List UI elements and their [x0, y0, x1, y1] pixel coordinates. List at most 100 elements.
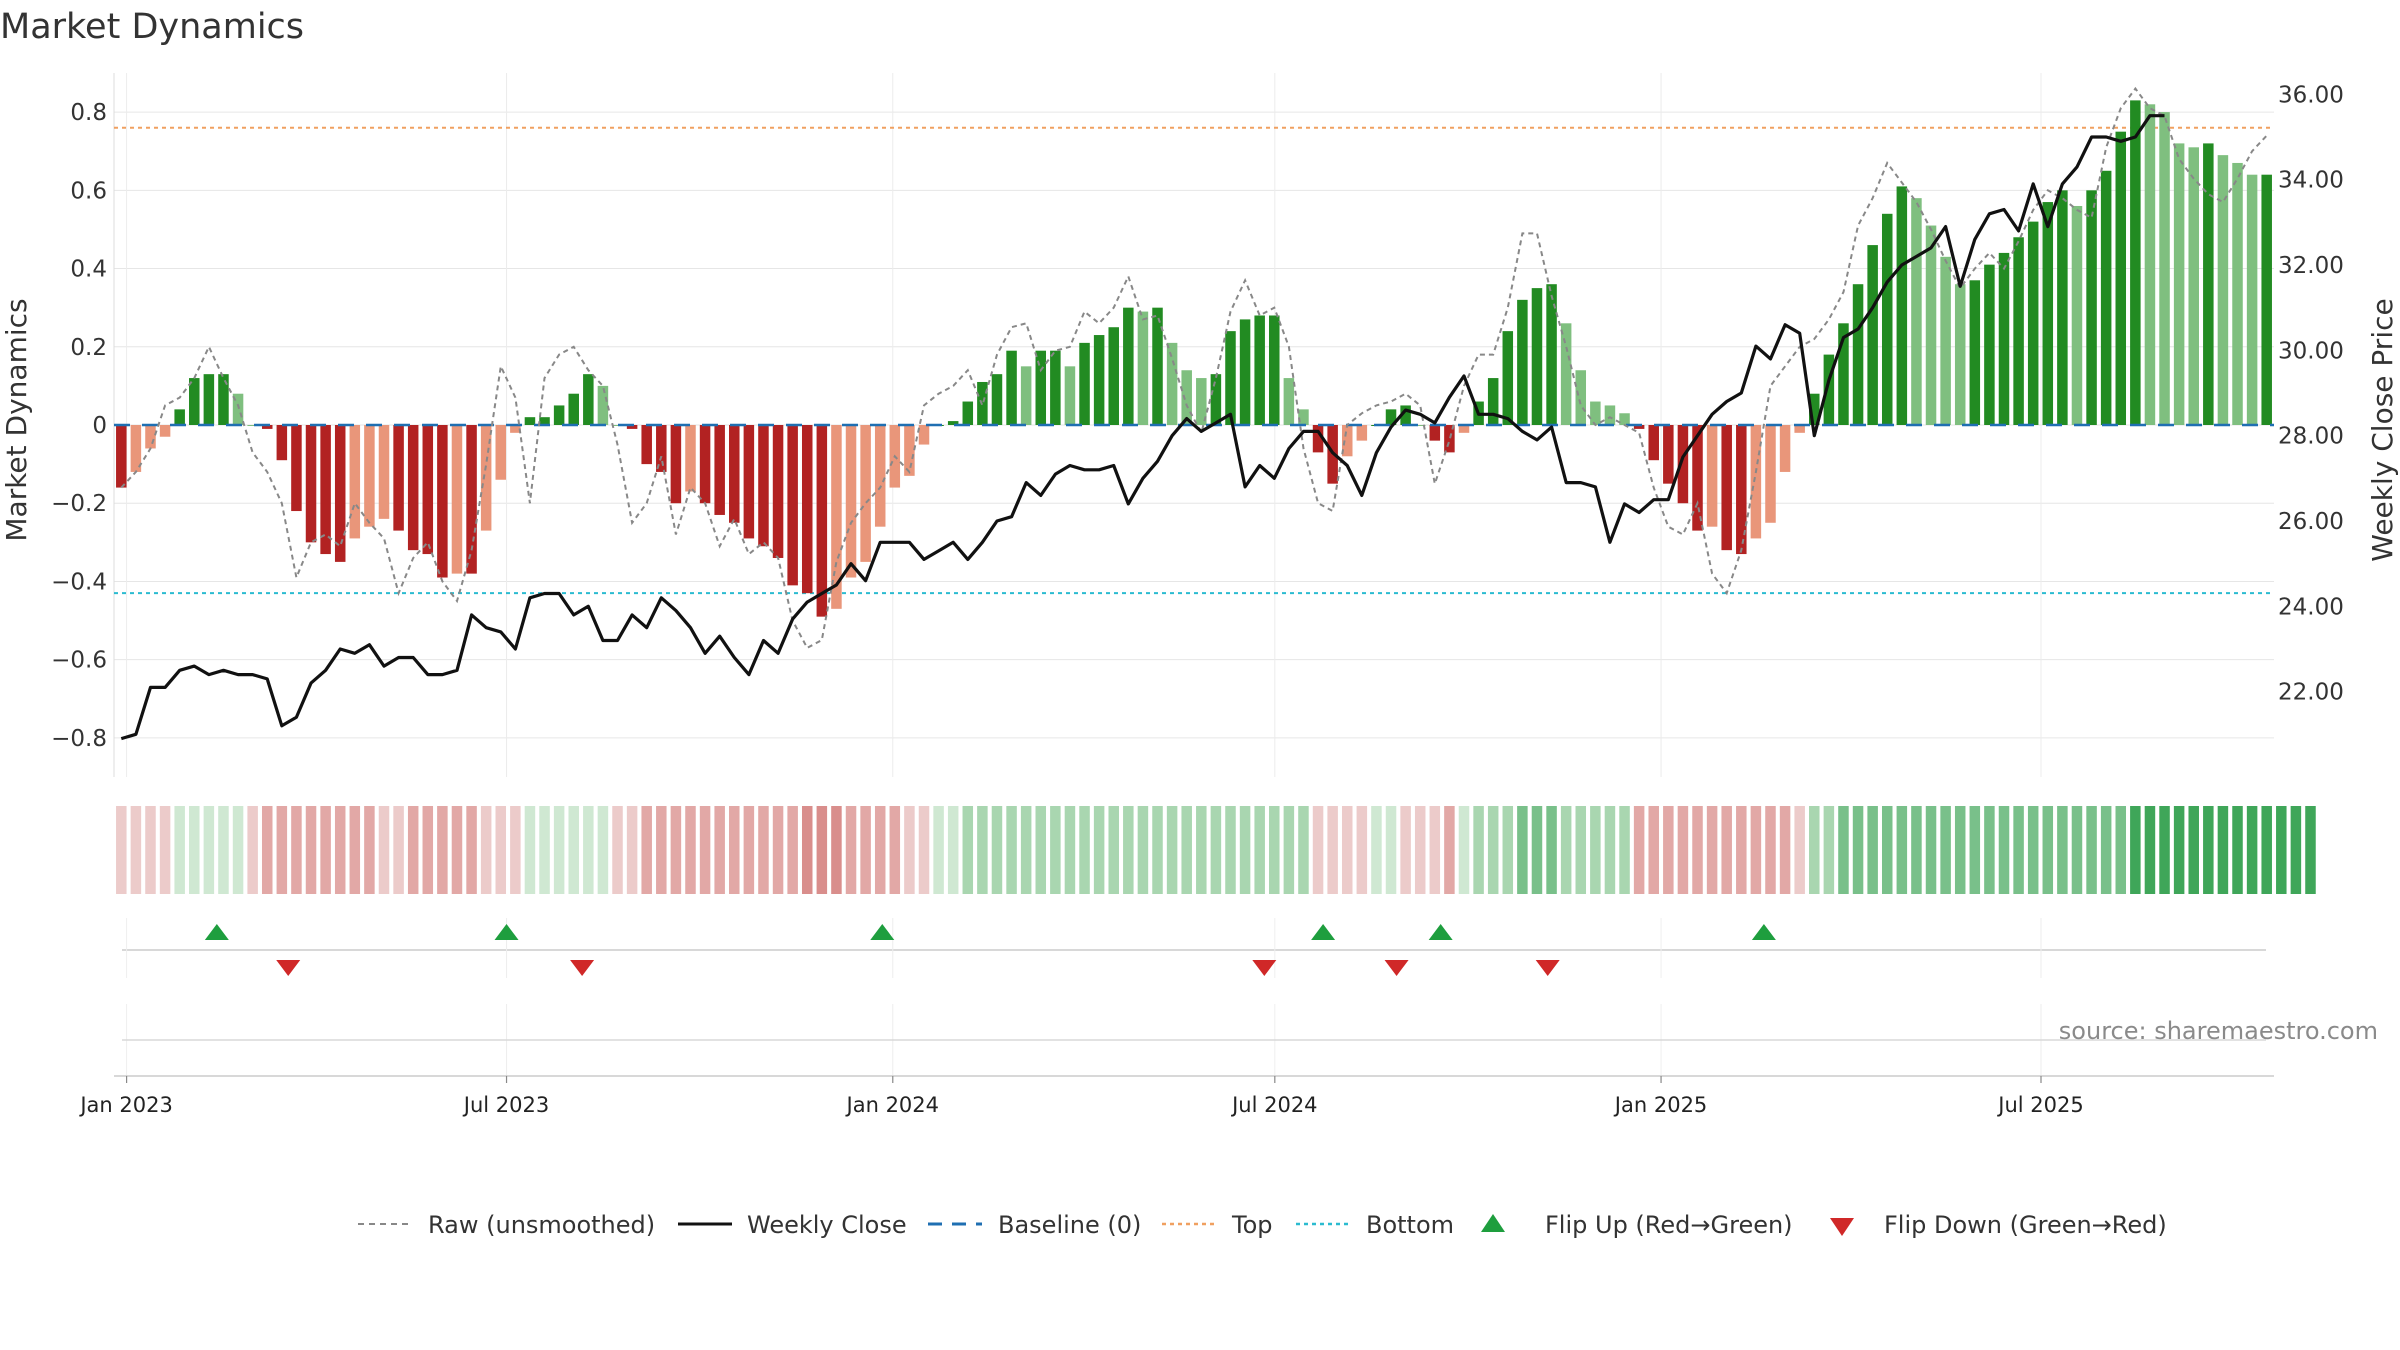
regime-cell — [334, 806, 346, 894]
empty-bottom-panel — [114, 1004, 2274, 1077]
regime-cell — [991, 806, 1003, 894]
bar — [1619, 413, 1630, 425]
bar — [510, 425, 521, 433]
regime-cell — [1458, 806, 1470, 894]
regime-cell — [1006, 806, 1017, 894]
bar — [174, 409, 185, 425]
regime-cell — [2071, 806, 2083, 894]
bar — [1721, 425, 1732, 551]
regime-cell — [2276, 806, 2287, 894]
bar — [1984, 264, 1995, 425]
regime-cell — [1706, 806, 1718, 894]
regime-cell — [422, 806, 434, 894]
regime-cell — [1225, 806, 1236, 894]
right-axis-ticks: 36.00 34.00 32.00 30.00 28.00 26.00 24.00 22.00 — [2278, 82, 2344, 705]
regime-cell — [1911, 806, 1922, 894]
regime-cell — [1794, 806, 1805, 894]
bar — [2130, 100, 2141, 425]
bar — [364, 425, 375, 527]
chart-title: Market Dynamics — [0, 7, 304, 47]
left-tick-label: 0.6 — [70, 178, 107, 204]
regime-cell — [1356, 806, 1368, 894]
bar — [2013, 237, 2024, 425]
bar — [437, 425, 448, 578]
bar — [1429, 425, 1441, 441]
regime-cell — [2159, 806, 2170, 894]
left-tick-label: −0.8 — [51, 726, 107, 752]
bar — [1896, 186, 1908, 425]
legend-flip-up-label: Flip Up (Red→Green) — [1545, 1211, 1793, 1239]
regime-cell — [1298, 806, 1309, 894]
regime-cell — [1166, 806, 1178, 894]
regime-cell — [2115, 806, 2127, 894]
bar — [2071, 205, 2083, 425]
bar — [1677, 425, 1689, 504]
regime-cell — [1838, 806, 1849, 894]
bar — [612, 425, 623, 426]
bar — [116, 425, 127, 488]
bar — [743, 425, 755, 539]
bar — [145, 425, 156, 449]
bar — [334, 425, 346, 562]
bar — [699, 425, 711, 504]
regime-strip — [116, 806, 2316, 894]
left-tick-label: −0.2 — [51, 491, 107, 517]
bar — [1794, 425, 1805, 433]
bar — [1152, 307, 1163, 425]
bar — [1823, 354, 1835, 425]
bar — [1079, 342, 1090, 425]
x-tick-label: Jan 2025 — [1613, 1093, 1708, 1117]
regime-cell — [2042, 806, 2054, 894]
bar — [2115, 131, 2127, 425]
bar — [1123, 307, 1134, 425]
bar — [1108, 327, 1119, 425]
regime-cell — [904, 806, 915, 894]
regime-cell — [1400, 806, 1411, 894]
regime-cell — [553, 806, 565, 894]
regime-cell — [1546, 806, 1557, 894]
regime-cell — [276, 806, 288, 894]
bar — [407, 425, 419, 551]
bar — [247, 425, 258, 426]
regime-cell — [1750, 806, 1762, 894]
flip-up-marker — [1751, 924, 1776, 940]
bar — [2173, 143, 2185, 425]
bar — [1239, 319, 1251, 425]
flip-up-marker — [1428, 924, 1453, 940]
bar — [1020, 366, 1032, 425]
legend-flip-down-swatch — [1830, 1218, 1854, 1236]
regime-cell — [1604, 806, 1616, 894]
right-tick-label: 34.00 — [2278, 168, 2344, 194]
regime-cell — [685, 806, 696, 894]
regime-cell — [1867, 806, 1878, 894]
bar — [831, 425, 842, 609]
bar — [1969, 280, 1981, 425]
regime-cell — [1385, 806, 1397, 894]
flip-down-marker — [276, 960, 301, 976]
regime-cell — [2027, 806, 2039, 894]
regime-cell — [1050, 806, 1061, 894]
bar — [2232, 162, 2243, 425]
regime-cell — [1940, 806, 1951, 894]
flip-down-marker — [1384, 960, 1409, 976]
regime-cell — [407, 806, 419, 894]
regime-cell — [1896, 806, 1908, 894]
bar — [1706, 425, 1718, 527]
right-tick-label: 36.00 — [2278, 82, 2344, 108]
bar — [1940, 256, 1951, 425]
bar — [1385, 409, 1397, 425]
regime-cell — [1809, 806, 1820, 894]
regime-cell — [1765, 806, 1776, 894]
regime-cell — [1881, 806, 1893, 894]
regime-cell — [466, 806, 477, 894]
bar — [1035, 350, 1047, 425]
legend: Raw (unsmoothed) Weekly Close Baseline (… — [358, 1211, 2167, 1239]
market-dynamics-bars — [116, 100, 2272, 617]
bar — [378, 425, 390, 519]
regime-cell — [568, 806, 579, 894]
regime-cell — [1429, 806, 1441, 894]
regime-cell — [1064, 806, 1076, 894]
bar — [1166, 342, 1178, 425]
bar — [1181, 370, 1192, 425]
